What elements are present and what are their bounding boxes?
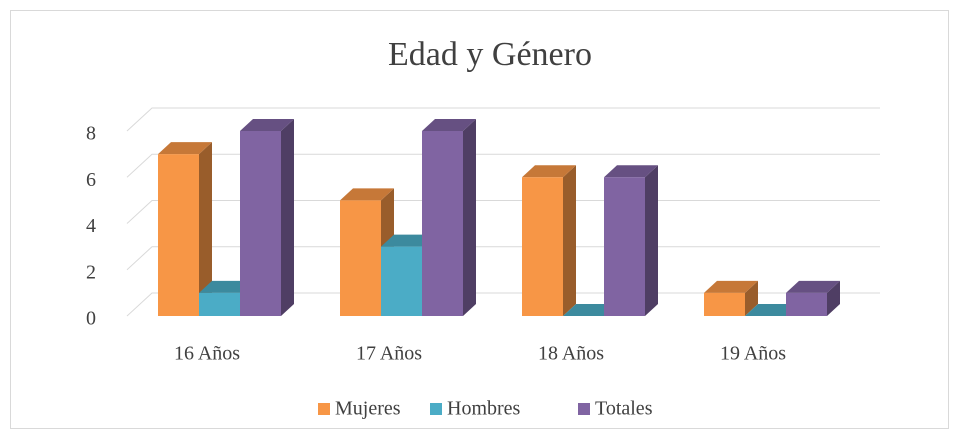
y-tick-label: 2 <box>86 261 96 283</box>
bar-front <box>381 246 422 316</box>
bar <box>786 280 840 316</box>
bar-top <box>563 304 617 316</box>
bar-side <box>463 119 476 316</box>
legend-swatch <box>578 403 590 415</box>
legend-label: Totales <box>595 398 653 420</box>
grid-line <box>126 107 880 132</box>
bar-side <box>563 165 576 316</box>
bar-side <box>745 280 758 316</box>
bar-top <box>199 280 253 293</box>
bar-front <box>786 292 827 316</box>
bar <box>704 280 758 316</box>
x-tick-label: 19 Años <box>720 343 786 365</box>
bar-side <box>281 119 294 316</box>
x-tick-label: 18 Años <box>538 343 604 365</box>
bar <box>604 165 658 316</box>
bar-front <box>240 131 281 316</box>
legend-swatch <box>430 403 442 415</box>
bar-top <box>522 165 576 178</box>
bar-front <box>604 177 645 316</box>
y-tick-label: 6 <box>86 169 96 191</box>
bar <box>240 119 294 316</box>
bar <box>522 165 576 316</box>
x-tick-label: 16 Años <box>174 343 240 365</box>
legend-swatch <box>318 403 330 415</box>
bar-top <box>704 280 758 293</box>
x-tick-label: 17 Años <box>356 343 422 365</box>
bar <box>422 119 476 316</box>
legend-label: Mujeres <box>335 398 401 420</box>
bar-front <box>522 177 563 316</box>
legend-label: Hombres <box>447 398 521 420</box>
bar-top <box>381 234 435 247</box>
chart-border <box>10 10 949 429</box>
bar-top <box>158 142 212 155</box>
bar-top <box>340 188 394 201</box>
bar-top <box>604 165 658 178</box>
bar-front <box>158 154 199 316</box>
bar-side <box>199 142 212 316</box>
bar-front <box>199 292 240 316</box>
bar-front <box>422 131 463 316</box>
bar-front <box>340 200 381 316</box>
y-tick-label: 0 <box>86 308 96 330</box>
bar-side <box>827 280 840 316</box>
bar <box>745 304 799 316</box>
bar <box>563 304 617 316</box>
bar-front <box>704 292 745 316</box>
y-tick-label: 8 <box>86 123 96 145</box>
grid-line <box>126 153 880 178</box>
bar-top <box>422 119 476 131</box>
y-tick-label: 4 <box>86 215 96 237</box>
bar-top <box>745 304 799 316</box>
bar-side <box>645 165 658 316</box>
bar-top <box>240 119 294 131</box>
bar-top <box>786 280 840 293</box>
bar <box>158 142 212 316</box>
chart-title: Edad y Género <box>388 36 592 73</box>
